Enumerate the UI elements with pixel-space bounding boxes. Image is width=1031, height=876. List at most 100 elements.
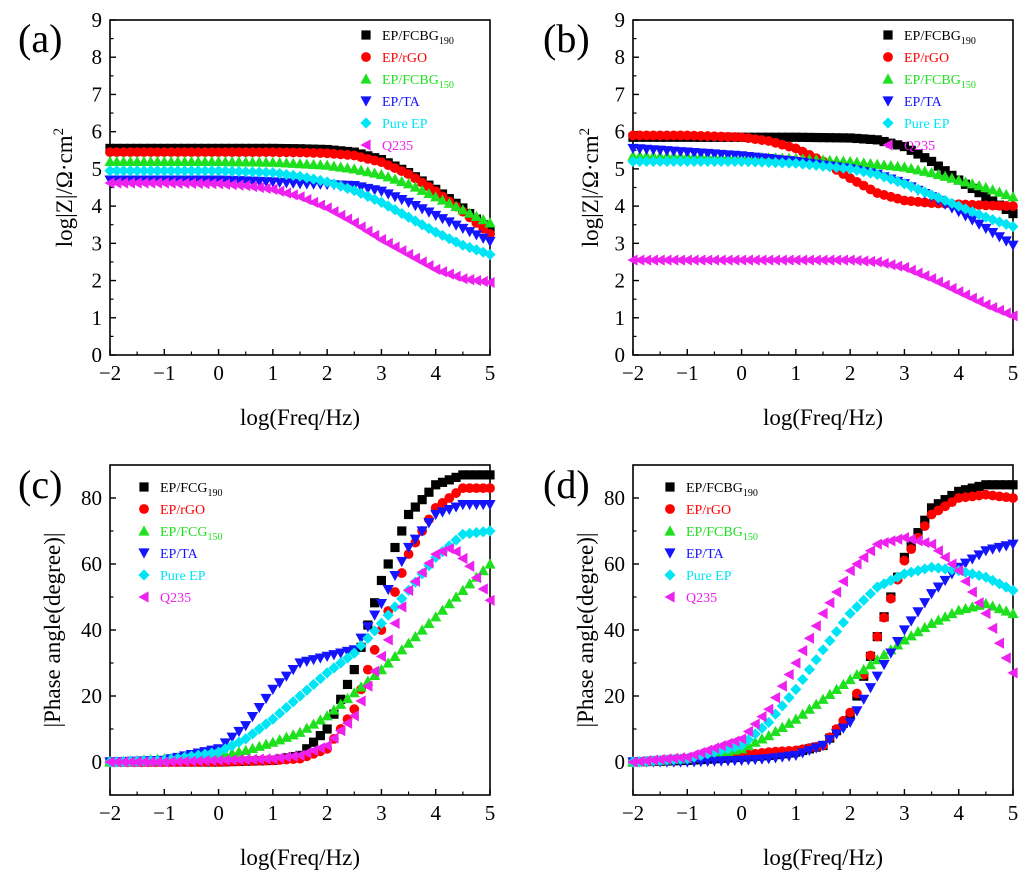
data-point <box>192 177 203 190</box>
data-point <box>321 739 332 752</box>
legend-label-subscript: 150 <box>743 532 758 543</box>
legend-entry: EP/FCBG150 <box>664 525 758 543</box>
data-point <box>1007 191 1019 202</box>
data-point <box>871 538 882 550</box>
data-point <box>634 755 645 767</box>
data-point <box>396 601 407 613</box>
data-point <box>940 495 950 505</box>
x-tick-label: 2 <box>845 801 856 825</box>
legend-label-text: EP/FCBG <box>382 73 439 88</box>
data-point <box>382 634 393 646</box>
data-point <box>179 165 191 177</box>
data-point <box>851 156 863 167</box>
legend-label: EP/FCBG150 <box>904 73 976 91</box>
data-point <box>484 558 496 569</box>
data-point <box>859 134 869 144</box>
data-point <box>634 155 646 168</box>
data-point <box>939 575 951 587</box>
data-point <box>341 652 354 664</box>
legend-marker <box>883 52 893 62</box>
data-point <box>959 176 972 187</box>
data-point <box>959 211 972 222</box>
y-tick-label: 8 <box>92 45 103 69</box>
data-point <box>1007 240 1019 251</box>
data-point <box>260 693 272 705</box>
x-tick-label: 3 <box>899 801 910 825</box>
data-point <box>763 703 774 715</box>
data-point <box>981 480 991 490</box>
legend-label: EP/FCBG150 <box>382 73 454 91</box>
data-point <box>389 241 400 253</box>
data-point <box>430 191 442 202</box>
data-point <box>341 162 354 173</box>
data-point <box>688 155 700 168</box>
data-point <box>206 754 217 767</box>
data-point <box>117 756 129 768</box>
data-point <box>790 683 802 695</box>
y-tick-label: 9 <box>615 8 626 32</box>
data-point <box>988 480 998 490</box>
data-point <box>980 181 992 193</box>
y-axis-title-main: |Phase angle(degree)| <box>573 532 598 727</box>
data-point <box>756 722 768 734</box>
legend-entry: EP/rGO <box>665 503 731 518</box>
data-point <box>362 632 374 644</box>
data-point <box>647 155 659 168</box>
data-point <box>654 254 665 266</box>
legend-label: EP/rGO <box>686 503 731 518</box>
data-point <box>661 753 672 765</box>
legend-label-text: EP/FCBG <box>686 525 743 540</box>
data-point <box>722 155 734 168</box>
data-point <box>246 753 258 765</box>
y-axis-title-superscript: 2 <box>51 128 67 136</box>
data-point <box>274 678 286 689</box>
data-point <box>484 500 496 511</box>
legend-label: EP/rGO <box>904 51 949 66</box>
legend-label-text: EP/FCBG <box>904 29 961 44</box>
data-point <box>893 140 903 150</box>
data-point <box>280 671 293 682</box>
data-point <box>729 735 740 747</box>
data-point <box>830 626 843 638</box>
data-point <box>824 635 836 647</box>
data-point <box>450 546 461 558</box>
legend-label: EP/FCBG190 <box>382 29 454 47</box>
y-axis-title-main: |Phase angle(degree)| <box>40 532 65 727</box>
data-point <box>416 526 428 537</box>
data-point <box>878 649 890 660</box>
data-point <box>1007 539 1019 550</box>
data-point <box>375 650 387 662</box>
data-point <box>1007 667 1018 679</box>
data-point <box>423 617 435 628</box>
data-point <box>993 232 1006 243</box>
data-point <box>973 597 984 609</box>
data-point <box>790 254 801 266</box>
y-tick-label: 0 <box>615 343 626 367</box>
data-point <box>409 631 421 642</box>
panel-label: (a) <box>18 16 62 61</box>
data-point <box>837 723 849 734</box>
data-point <box>199 165 211 177</box>
data-point <box>674 254 686 266</box>
data-point <box>376 625 387 635</box>
data-point <box>355 633 367 644</box>
data-point <box>227 147 238 158</box>
x-tick-label: 0 <box>736 361 747 385</box>
data-point <box>1008 493 1018 503</box>
data-point <box>776 752 788 763</box>
data-point <box>369 229 380 242</box>
data-point <box>118 147 129 158</box>
legend-entry: EP/TA <box>664 547 725 562</box>
data-point <box>702 155 714 168</box>
legend-label-subscript: 190 <box>207 488 222 499</box>
data-point <box>810 654 822 666</box>
data-point <box>784 132 794 142</box>
x-tick-label: 4 <box>953 801 964 825</box>
data-point <box>348 163 360 174</box>
data-point <box>301 684 313 696</box>
legend-label-text: EP/FCG <box>160 525 207 540</box>
data-point <box>117 177 129 189</box>
y-tick-label: 40 <box>81 618 102 642</box>
data-point <box>104 177 115 189</box>
data-point <box>818 133 828 143</box>
